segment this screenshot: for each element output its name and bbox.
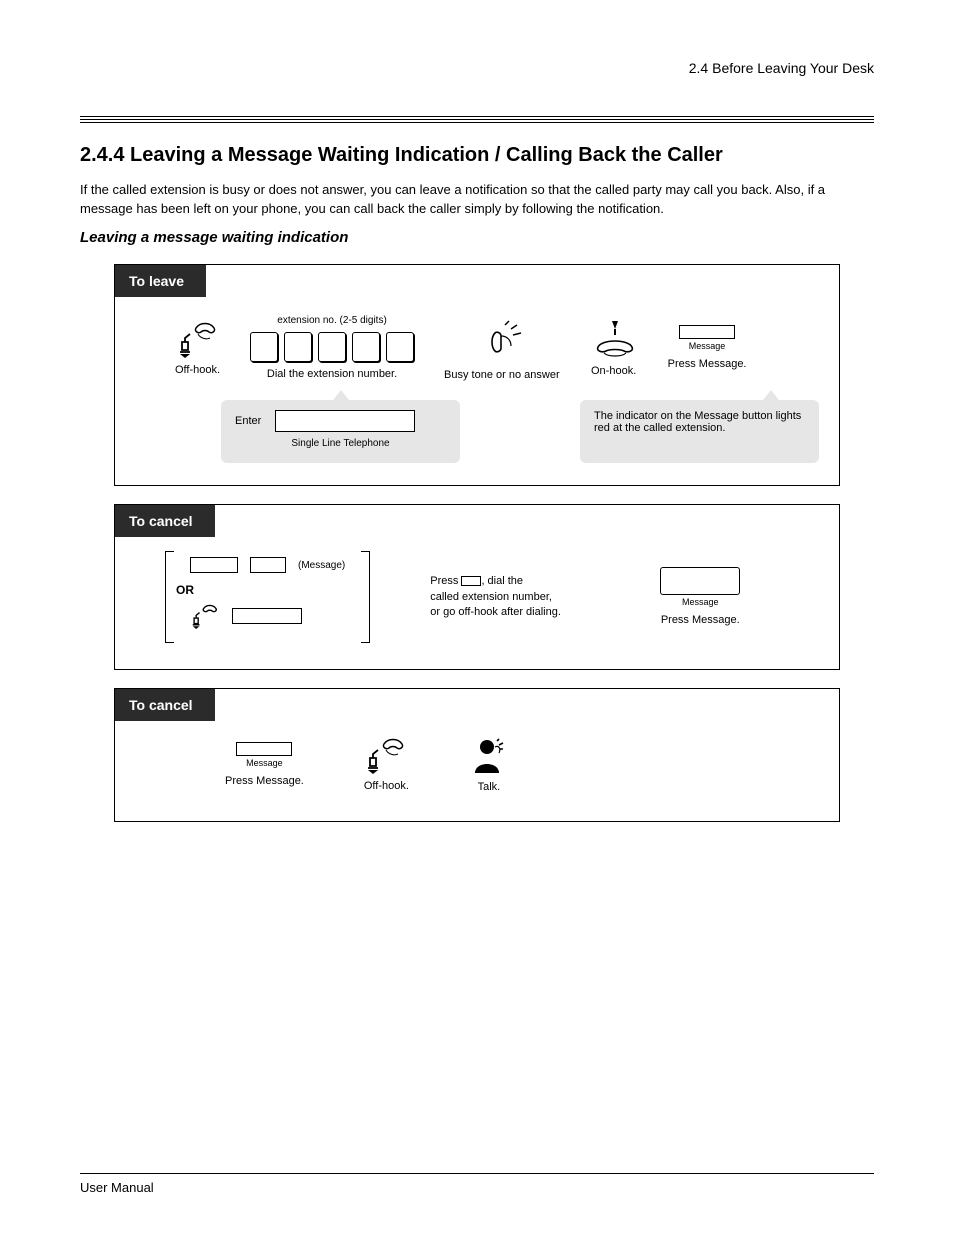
message-button-label: Message (689, 341, 726, 352)
bracket-line-1: (Message) (190, 557, 345, 573)
bracket-group: (Message) OR (165, 551, 370, 643)
caption-line-3: called extension number, (430, 590, 600, 605)
step-dial: extension no. (2-5 digits) Dial the exte… (250, 315, 414, 381)
bracket-caption-1: (Message) (298, 560, 345, 571)
panel-to-leave: To leave Off-hook. extension no (114, 264, 840, 487)
step-onhook-label: On-hook. (591, 365, 636, 379)
step-message-label: Press Message. (225, 775, 304, 789)
keypad-icon (250, 332, 414, 362)
entry-slot[interactable] (275, 410, 415, 432)
page-title: 2.4.4 Leaving a Message Waiting Indicati… (80, 144, 874, 167)
callout-row: Enter Single Line Telephone The indicato… (135, 400, 819, 463)
panel-to-cancel-2: To cancel Message Press Message. Off-hoo… (114, 688, 840, 822)
message-button-icon[interactable] (660, 567, 740, 595)
step-message-label: Press Message. (668, 358, 747, 372)
caption-line-4: or go off-hook after dialing. (430, 605, 600, 620)
inline-button[interactable] (461, 576, 481, 586)
header-rule (80, 116, 874, 120)
offhook-icon (176, 320, 220, 358)
step-busy-label: Busy tone or no answer (444, 369, 560, 383)
step-message-label: Press Message. (661, 614, 740, 628)
onhook-icon (590, 319, 638, 359)
panel-tab: To leave (115, 265, 206, 297)
page: 2.4 Before Leaving Your Desk 2.4.4 Leavi… (0, 0, 954, 1235)
step-dial-label: Dial the extension number. (267, 368, 397, 382)
callout-enter: Enter Single Line Telephone (221, 400, 460, 463)
step-busy: Busy tone or no answer (444, 315, 560, 383)
caption-post: , dial the (481, 575, 523, 587)
callout-enter-caption: Single Line Telephone (235, 438, 446, 449)
step-onhook: On-hook. (590, 319, 638, 379)
offhook-icon (364, 736, 408, 774)
message-button-icon[interactable] (679, 325, 735, 339)
message-button-label: Message (246, 758, 283, 769)
step-message: Message Press Message. (668, 325, 747, 372)
step-offhook-label: Off-hook. (364, 780, 409, 794)
step-message: Message Press Message. (225, 742, 304, 789)
intro-text: If the called extension is busy or does … (80, 181, 874, 219)
step-offhook-label: Off-hook. (175, 364, 220, 378)
step-message: Message Press Message. (660, 567, 740, 628)
step-talk: Talk. (469, 735, 509, 795)
person-talking-icon (469, 735, 509, 775)
callout-indicator: The indicator on the Message button ligh… (580, 400, 819, 463)
panel-tab: To cancel (115, 505, 215, 537)
ringing-handset-icon (477, 315, 527, 363)
offhook-icon (190, 603, 220, 629)
panel-body: (Message) OR Press , dial the (115, 505, 839, 669)
footer: User Manual (80, 1173, 874, 1195)
panel-to-cancel-1: To cancel (Message) OR (114, 504, 840, 670)
panel-body: Off-hook. extension no. (2-5 digits) Dia… (115, 265, 839, 486)
message-button-icon[interactable] (236, 742, 292, 756)
panel-body: Message Press Message. Off-hook. (115, 689, 839, 821)
header-section-path: 2.4 Before Leaving Your Desk (80, 60, 874, 76)
subheading: Leaving a message waiting indication (80, 229, 874, 246)
step-offhook: Off-hook. (175, 320, 220, 378)
dial-ext-label: extension no. (2-5 digits) (277, 315, 387, 328)
step-row: Off-hook. extension no. (2-5 digits) Dia… (135, 315, 819, 383)
step-offhook: Off-hook. (364, 736, 409, 794)
step-talk-label: Talk. (478, 781, 501, 795)
caption-pre: Press (430, 575, 458, 587)
footer-left: User Manual (80, 1180, 154, 1195)
callout-indicator-text: The indicator on the Message button ligh… (594, 410, 805, 434)
or-label: OR (176, 583, 345, 597)
bracket-caption-block: Press , dial the called extension number… (430, 574, 600, 620)
message-button-label: Message (682, 597, 719, 608)
panel-tab: To cancel (115, 689, 215, 721)
callout-enter-label: Enter (235, 415, 261, 427)
bracket-line-2 (190, 603, 345, 629)
small-button-1[interactable] (190, 557, 238, 573)
small-button-2[interactable] (250, 557, 286, 573)
med-button[interactable] (232, 608, 302, 624)
